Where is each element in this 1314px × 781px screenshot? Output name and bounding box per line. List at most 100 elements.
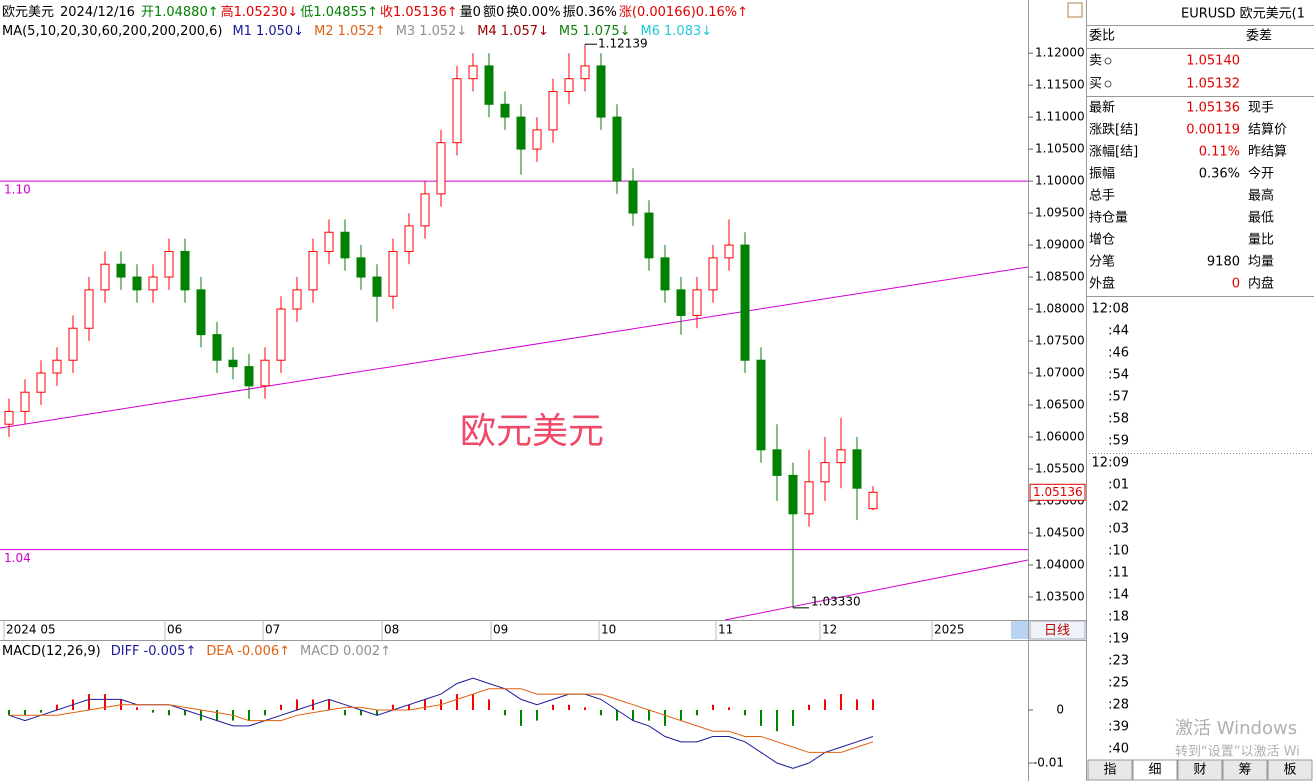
y-tick-label: 1.06500 (1035, 398, 1085, 412)
y-tick-label: 1.12000 (1035, 46, 1085, 60)
tick-time: :44 (1108, 324, 1129, 339)
field-label: 振 (563, 5, 576, 20)
panel-tab[interactable] (1087, 759, 1133, 781)
low-annotation: 1.03330 (811, 594, 861, 608)
icon (1104, 80, 1112, 88)
tick-time: :40 (1108, 742, 1129, 757)
candle-body (580, 65, 590, 80)
quote-label: 内盘 (1248, 276, 1274, 292)
tick-time: :54 (1108, 368, 1129, 383)
quote-label: 外盘 (1089, 276, 1115, 292)
y-tick-label: 1.08500 (1035, 270, 1085, 284)
macd-label: MACD (300, 644, 339, 659)
candle-body (468, 65, 478, 80)
period-label[interactable]: 日线 (1044, 624, 1070, 639)
y-tick-label: 1.09000 (1035, 238, 1085, 252)
candle-body (148, 276, 158, 291)
quote-head: 委差 (1246, 29, 1272, 44)
x-tick-label: 07 (265, 623, 280, 637)
panel-toggle[interactable] (1067, 2, 1083, 18)
panel-tab[interactable] (1267, 759, 1313, 781)
tick-time: :01 (1108, 478, 1129, 493)
quote-head: 委比 (1089, 29, 1115, 44)
quote-value: 1.05136 (1186, 101, 1240, 116)
tick-time: :14 (1108, 588, 1129, 603)
candle-body (804, 481, 814, 515)
y-tick-label: 1.05500 (1035, 461, 1085, 475)
tick-time: 12:09 (1092, 456, 1129, 471)
icon (1104, 57, 1112, 65)
quote-label: 昨结算 (1248, 145, 1287, 160)
sell-price: 1.05140 (1186, 54, 1240, 69)
panel-tab-label[interactable]: 财 (1193, 763, 1206, 778)
scroll-button[interactable] (1011, 621, 1028, 639)
quote-label: 增仓 (1089, 233, 1115, 248)
candle-body (756, 359, 766, 451)
x-tick-label: 11 (718, 623, 733, 637)
quote-label: 均量 (1248, 255, 1274, 270)
y-tick-label: 1.04000 (1035, 557, 1085, 571)
candle-body (212, 334, 222, 361)
candle-body (244, 366, 254, 387)
y-tick-label: 1.07500 (1035, 334, 1085, 348)
candle-body (100, 263, 110, 291)
panel-tab[interactable] (1132, 759, 1178, 781)
candle-body (372, 276, 382, 297)
panel-tab[interactable] (1222, 759, 1268, 781)
period-button[interactable] (1029, 620, 1086, 640)
candle-body (740, 244, 750, 361)
field-value: (0.00166)0.16%↑ (632, 5, 748, 20)
candle-body (68, 327, 78, 361)
candle-body (708, 257, 718, 291)
panel-tab-label[interactable]: 细 (1148, 763, 1161, 778)
ma-line-header: MA(5,10,20,30,60,200,200,200,6) M1 1.050↓ M… (2, 24, 712, 39)
macd-value: -0.006↑ (237, 644, 290, 659)
candle-body (84, 289, 94, 329)
quote-label: 涨跌[结] (1089, 122, 1138, 138)
panel-tab[interactable] (1177, 759, 1223, 781)
os-activation: 转到“设置”以激活 Wi (1175, 745, 1300, 760)
panel-tab-label[interactable]: 筹 (1238, 762, 1251, 778)
candle-body (452, 78, 462, 144)
last-price-label: 1.05136 (1033, 485, 1083, 499)
tick-time: :58 (1108, 412, 1129, 427)
tick-time: :03 (1108, 522, 1129, 537)
candle-body (276, 308, 286, 361)
ma-value: 1.052↑ (338, 24, 386, 39)
ma-label: M3 (396, 24, 416, 39)
candle-body (788, 474, 798, 515)
candle-body (852, 449, 862, 489)
quote-label: 最低 (1248, 211, 1274, 226)
ma-label: M5 (559, 24, 579, 39)
tick-time: :39 (1108, 720, 1129, 735)
ma-label: M4 (477, 24, 497, 39)
candle-body (820, 462, 830, 483)
candle-body (596, 65, 606, 118)
candle-body (420, 193, 430, 227)
tick-time: :28 (1108, 698, 1129, 713)
quote-label: 结算价 (1248, 123, 1287, 138)
macd-value: 0.002↑ (343, 644, 391, 659)
candle-body (836, 449, 846, 464)
candle-body (676, 289, 686, 316)
candle-body (164, 250, 174, 278)
quote-title: EURUSD 欧元美元(1 (1181, 7, 1305, 22)
panel-tab-label[interactable]: 板 (1283, 763, 1296, 778)
candle-body (484, 65, 494, 105)
tick-time: :19 (1108, 632, 1129, 647)
field-label: 额 (483, 5, 496, 20)
macd-dea-line (9, 688, 874, 753)
ma-value: 1.052↓ (419, 24, 467, 39)
x-tick-label: 12 (822, 623, 837, 637)
candle-body (500, 103, 510, 118)
candle-body (116, 263, 126, 278)
candle-body (532, 129, 542, 150)
tick-time: :46 (1108, 346, 1129, 361)
quote-value: 0.36% (1199, 167, 1240, 182)
candle-body (692, 289, 702, 316)
candle-body (196, 289, 206, 336)
field-label: 涨 (619, 5, 632, 20)
y-tick-label: 1.09500 (1035, 206, 1085, 220)
panel-tab-label[interactable]: 指 (1103, 763, 1116, 778)
candle-body (724, 244, 734, 259)
